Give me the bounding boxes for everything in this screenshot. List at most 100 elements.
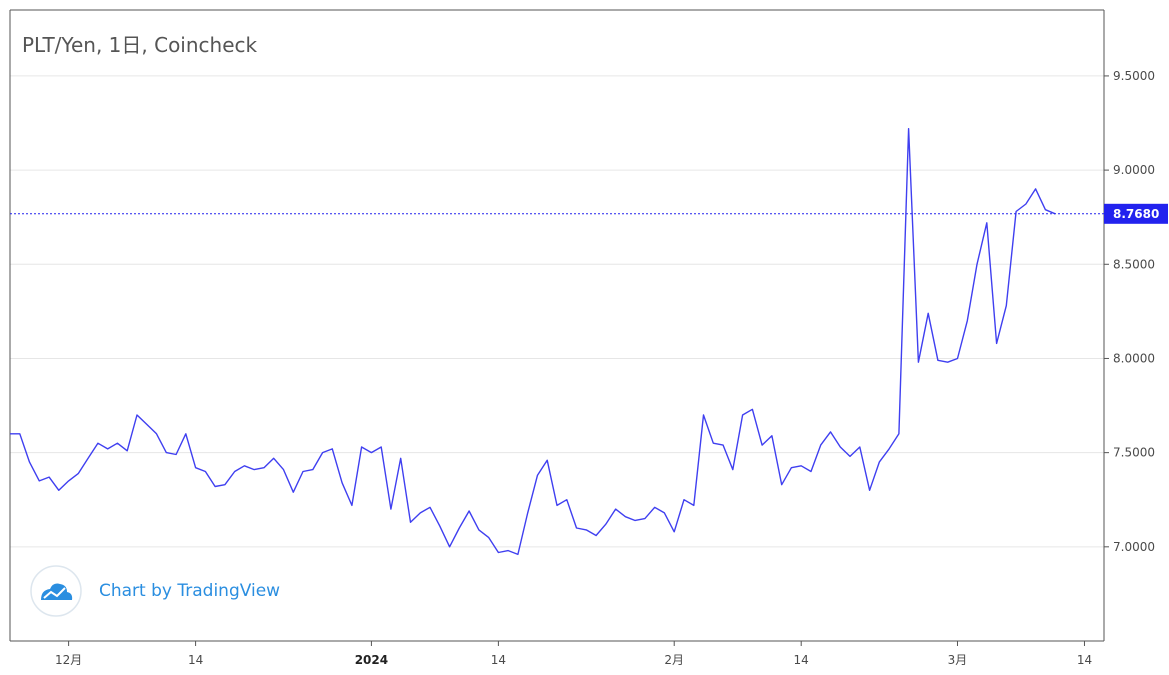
price-point[interactable] [271,456,276,461]
tradingview-logo-badge[interactable]: Chart by TradingView [30,565,280,617]
price-point[interactable] [310,467,315,472]
price-point[interactable] [525,510,530,515]
price-point[interactable] [232,469,237,474]
price-point[interactable] [828,429,833,434]
price-point[interactable] [642,516,647,521]
price-point[interactable] [262,465,267,470]
price-point[interactable] [66,478,71,483]
price-point[interactable] [662,510,667,515]
price-point[interactable] [467,509,472,514]
price-point[interactable] [408,520,413,525]
price-point[interactable] [711,441,716,446]
price-point[interactable] [252,467,257,472]
price-point[interactable] [418,510,423,515]
price-point[interactable] [457,526,462,531]
price-point[interactable] [867,488,872,493]
price-point[interactable] [730,467,735,472]
price-point[interactable] [916,360,921,365]
price-point[interactable] [1043,207,1048,212]
price-point[interactable] [652,505,657,510]
price-point[interactable] [809,469,814,474]
price-point[interactable] [1004,303,1009,308]
price-point[interactable] [935,358,940,363]
price-point[interactable] [789,465,794,470]
price-point[interactable] [740,413,745,418]
price-point[interactable] [682,497,687,502]
price-point[interactable] [701,413,706,418]
tradingview-watermark[interactable]: Chart by TradingView [99,581,280,601]
price-point[interactable] [105,446,110,451]
price-point[interactable] [437,524,442,529]
price-point[interactable] [857,445,862,450]
price-point[interactable] [388,507,393,512]
price-point[interactable] [8,431,13,436]
price-point[interactable] [37,478,42,483]
price-point[interactable] [799,463,804,468]
price-point[interactable] [887,446,892,451]
price-point[interactable] [535,473,540,478]
price-point[interactable] [340,480,345,485]
price-point[interactable] [594,533,599,538]
price-point[interactable] [183,431,188,436]
price-point[interactable] [47,475,52,480]
price-point[interactable] [428,505,433,510]
price-point[interactable] [242,463,247,468]
price-point[interactable] [213,484,218,489]
price-point[interactable] [86,456,91,461]
price-point[interactable] [301,469,306,474]
price-point[interactable] [174,452,179,457]
price-point[interactable] [369,450,374,455]
price-point[interactable] [613,507,618,512]
price-point[interactable] [838,445,843,450]
price-point[interactable] [574,526,579,531]
price-point[interactable] [750,407,755,412]
price-point[interactable] [398,456,403,461]
price-point[interactable] [56,488,61,493]
price-point[interactable] [135,413,140,418]
price-point[interactable] [975,262,980,267]
price-point[interactable] [896,431,901,436]
price-point[interactable] [545,458,550,463]
price-point[interactable] [486,535,491,540]
price-point[interactable] [623,514,628,519]
price-point[interactable] [320,450,325,455]
price-point[interactable] [877,460,882,465]
price-point[interactable] [769,433,774,438]
price-point[interactable] [984,220,989,225]
price-point[interactable] [154,431,159,436]
price-point[interactable] [17,431,22,436]
price-point[interactable] [115,441,120,446]
price-point[interactable] [721,443,726,448]
price-point[interactable] [848,454,853,459]
price-point[interactable] [164,450,169,455]
price-point[interactable] [359,445,364,450]
price-point[interactable] [994,341,999,346]
price-point[interactable] [955,356,960,361]
price-point[interactable] [349,503,354,508]
price-point[interactable] [906,126,911,131]
price-point[interactable] [476,527,481,532]
price-point[interactable] [27,460,32,465]
price-point[interactable] [506,548,511,553]
price-point[interactable] [926,311,931,316]
price-point[interactable] [496,550,501,555]
price-point[interactable] [222,482,227,487]
price-point[interactable] [965,318,970,323]
price-point[interactable] [691,503,696,508]
price-point[interactable] [447,544,452,549]
price-point[interactable] [144,422,149,427]
price-point[interactable] [379,445,384,450]
price-point[interactable] [818,443,823,448]
price-point[interactable] [1033,186,1038,191]
price-point[interactable] [584,527,589,532]
price-series-line[interactable] [10,127,1056,556]
price-point[interactable] [291,490,296,495]
price-point[interactable] [203,469,208,474]
price-point[interactable] [193,465,198,470]
price-point[interactable] [555,503,560,508]
price-point[interactable] [564,497,569,502]
price-point[interactable] [95,441,100,446]
price-point[interactable] [76,471,81,476]
price-point[interactable] [1014,209,1019,214]
price-point[interactable] [330,446,335,451]
